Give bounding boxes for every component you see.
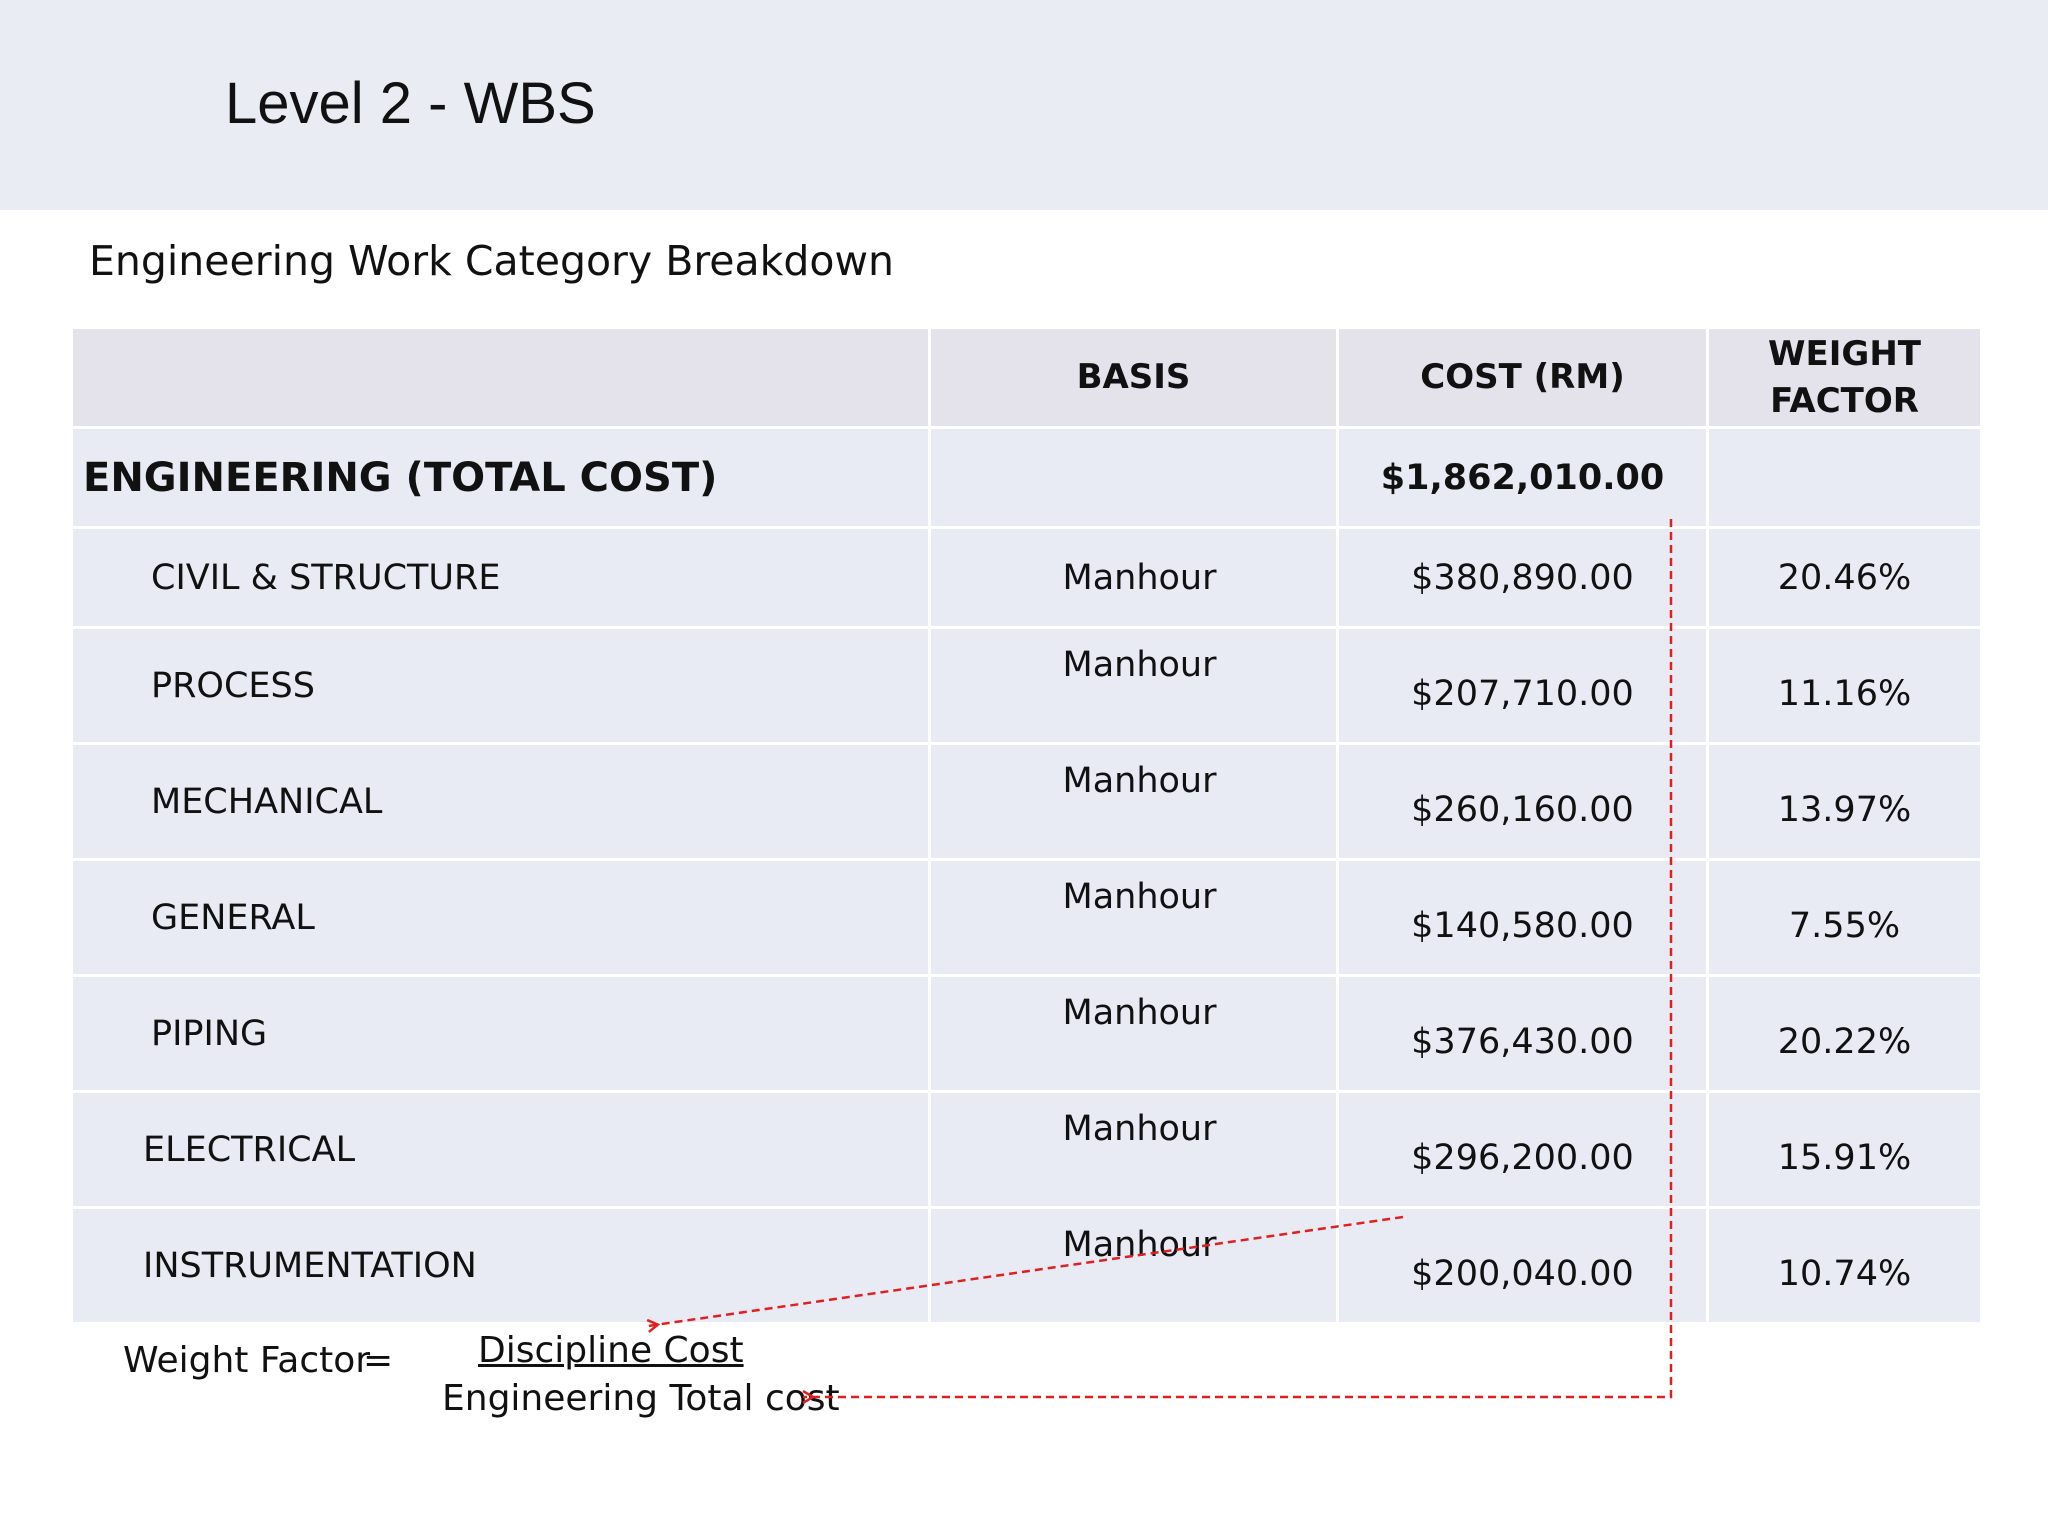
- weight-cell: 13.97%: [1706, 742, 1983, 861]
- header-basis: BASIS: [928, 326, 1339, 429]
- table-header-row: BASIS COST (RM) WEIGHT FACTOR: [70, 326, 1983, 429]
- table-row: ELECTRICAL Manhour $296,200.00 15.91%: [70, 1090, 1983, 1209]
- category-cell: PROCESS: [70, 626, 931, 745]
- table-row: GENERAL Manhour $140,580.00 7.55%: [70, 858, 1983, 977]
- table-row: INSTRUMENTATION Manhour $200,040.00 10.7…: [70, 1206, 1983, 1325]
- header-cost: COST (RM): [1336, 326, 1709, 429]
- basis-cell: Manhour: [928, 526, 1339, 629]
- table-row: CIVIL & STRUCTURE Manhour $380,890.00 20…: [70, 526, 1983, 629]
- category-cell: ELECTRICAL: [70, 1090, 931, 1209]
- cost-cell: $296,200.00: [1336, 1090, 1709, 1209]
- basis-cell: Manhour: [928, 974, 1339, 1093]
- weight-cell: 10.74%: [1706, 1206, 1983, 1325]
- formula-numerator: Discipline Cost: [478, 1330, 744, 1371]
- basis-cell: Manhour: [928, 1090, 1339, 1209]
- basis-cell: Manhour: [928, 626, 1339, 745]
- weight-cell: 7.55%: [1706, 858, 1983, 977]
- total-basis: [928, 426, 1339, 529]
- weight-cell: 20.22%: [1706, 974, 1983, 1093]
- formula-equals: =: [363, 1340, 394, 1381]
- slide-subtitle: Engineering Work Category Breakdown: [89, 237, 895, 285]
- category-cell: MECHANICAL: [70, 742, 931, 861]
- slide-title: Level 2 - WBS: [225, 71, 596, 136]
- cost-cell: $376,430.00: [1336, 974, 1709, 1093]
- cost-cell: $200,040.00: [1336, 1206, 1709, 1325]
- cost-cell: $260,160.00: [1336, 742, 1709, 861]
- weight-cell: 20.46%: [1706, 526, 1983, 629]
- header-weight-line2: FACTOR: [1770, 380, 1919, 421]
- table-row: PROCESS Manhour $207,710.00 11.16%: [70, 626, 1983, 745]
- formula-label: Weight Factor: [123, 1340, 371, 1381]
- header-weight: WEIGHT FACTOR: [1706, 326, 1983, 429]
- cost-cell: $207,710.00: [1336, 626, 1709, 745]
- total-label: ENGINEERING (TOTAL COST): [70, 426, 931, 529]
- header-weight-line1: WEIGHT: [1768, 333, 1921, 374]
- header-category: [70, 326, 931, 429]
- total-row: ENGINEERING (TOTAL COST) $1,862,010.00: [70, 426, 1983, 529]
- basis-cell: Manhour: [928, 742, 1339, 861]
- weight-cell: 11.16%: [1706, 626, 1983, 745]
- wbs-table: BASIS COST (RM) WEIGHT FACTOR ENGINEERIN…: [70, 326, 1983, 1325]
- cost-cell: $380,890.00: [1336, 526, 1709, 629]
- total-cost: $1,862,010.00: [1336, 426, 1709, 529]
- basis-cell: Manhour: [928, 858, 1339, 977]
- title-band: [0, 0, 2048, 210]
- table-row: MECHANICAL Manhour $260,160.00 13.97%: [70, 742, 1983, 861]
- category-cell: GENERAL: [70, 858, 931, 977]
- formula-denominator: Engineering Total cost: [442, 1378, 840, 1419]
- category-cell: PIPING: [70, 974, 931, 1093]
- table-row: PIPING Manhour $376,430.00 20.22%: [70, 974, 1983, 1093]
- category-cell: CIVIL & STRUCTURE: [70, 526, 931, 629]
- total-weight: [1706, 426, 1983, 529]
- category-cell: INSTRUMENTATION: [70, 1206, 931, 1325]
- weight-cell: 15.91%: [1706, 1090, 1983, 1209]
- cost-cell: $140,580.00: [1336, 858, 1709, 977]
- basis-cell: Manhour: [928, 1206, 1339, 1325]
